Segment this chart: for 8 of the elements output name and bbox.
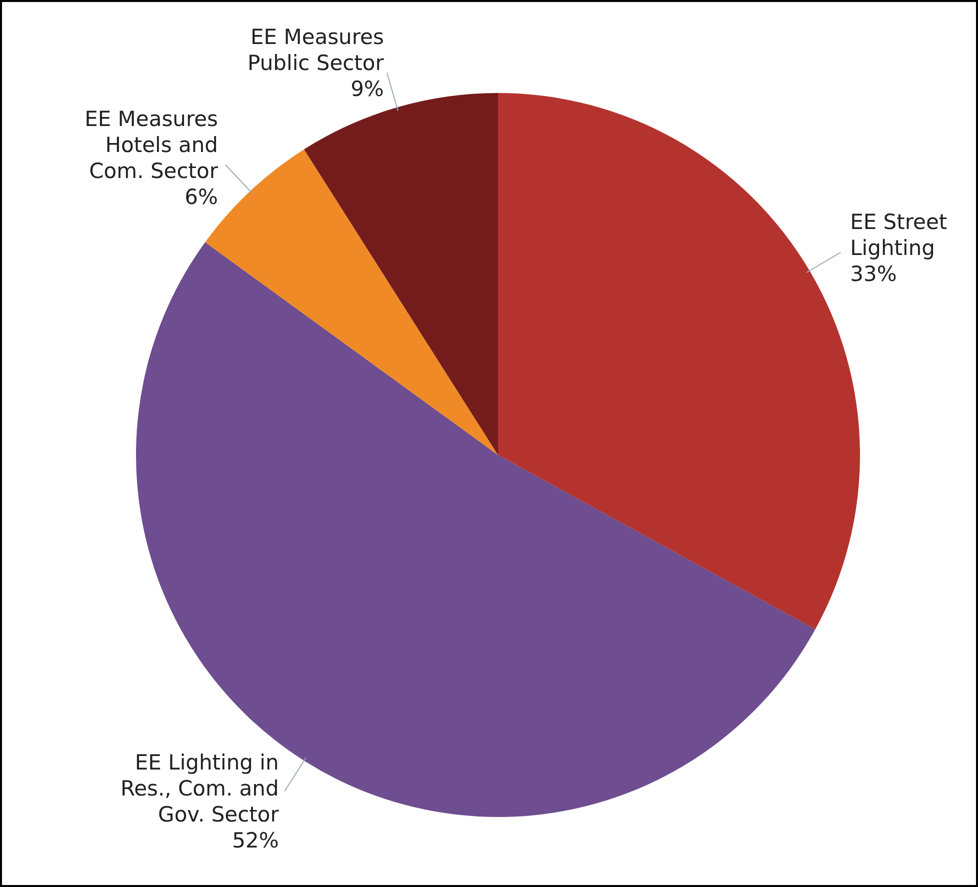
- data-label: 6%: [184, 184, 218, 209]
- slice-label: EE Measures Public Sector: [248, 25, 384, 76]
- data-label: 52%: [232, 828, 279, 852]
- data-label: 9%: [350, 77, 384, 102]
- slice-label: EE Street Lighting: [850, 210, 948, 260]
- slice-label: EE Lighting in Res., Com. and Gov. Sector: [120, 750, 280, 826]
- data-label: 33%: [850, 262, 897, 286]
- slice-label: EE Measures Hotels and Com. Sector: [84, 106, 218, 183]
